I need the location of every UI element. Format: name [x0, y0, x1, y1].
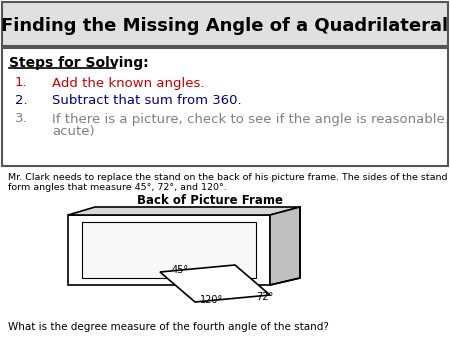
Polygon shape [82, 222, 256, 278]
Text: Add the known angles.: Add the known angles. [52, 76, 204, 90]
Bar [2, 48, 448, 166]
Text: 2.: 2. [15, 95, 27, 107]
Polygon shape [68, 215, 270, 285]
Text: Mr. Clark needs to replace the stand on the back of his picture frame. The sides: Mr. Clark needs to replace the stand on … [8, 172, 447, 182]
Text: acute): acute) [52, 125, 94, 139]
Polygon shape [160, 265, 270, 302]
Text: 72°: 72° [256, 292, 273, 302]
Text: Finding the Missing Angle of a Quadrilateral: Finding the Missing Angle of a Quadrilat… [1, 17, 449, 35]
Text: If there is a picture, check to see if the angle is reasonable. (obtuse, right,: If there is a picture, check to see if t… [52, 113, 450, 125]
Polygon shape [68, 207, 300, 215]
Text: form angles that measure 45°, 72°, and 120°.: form angles that measure 45°, 72°, and 1… [8, 183, 227, 192]
Text: Steps for Solving:: Steps for Solving: [9, 56, 148, 70]
Polygon shape [270, 207, 300, 285]
Text: 120°: 120° [200, 295, 223, 305]
Text: 3.: 3. [15, 113, 27, 125]
Text: 1.: 1. [15, 76, 27, 90]
Bar [2, 2, 448, 46]
Text: Subtract that sum from 360.: Subtract that sum from 360. [52, 95, 242, 107]
Text: Back of Picture Frame: Back of Picture Frame [137, 193, 283, 207]
Text: What is the degree measure of the fourth angle of the stand?: What is the degree measure of the fourth… [8, 322, 329, 332]
Text: 45°: 45° [172, 265, 189, 275]
